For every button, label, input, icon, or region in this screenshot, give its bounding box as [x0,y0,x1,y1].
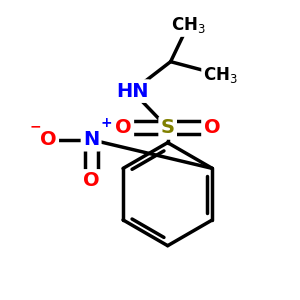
Text: O: O [40,130,57,149]
Text: O: O [203,118,220,137]
Text: HN: HN [116,82,148,100]
Text: O: O [83,171,99,190]
Text: S: S [161,118,175,137]
Text: CH$_3$: CH$_3$ [203,65,238,85]
Text: N: N [83,130,99,149]
Text: +: + [100,116,112,130]
Text: −: − [29,119,41,134]
Text: O: O [115,118,132,137]
Text: CH$_3$: CH$_3$ [171,15,206,35]
